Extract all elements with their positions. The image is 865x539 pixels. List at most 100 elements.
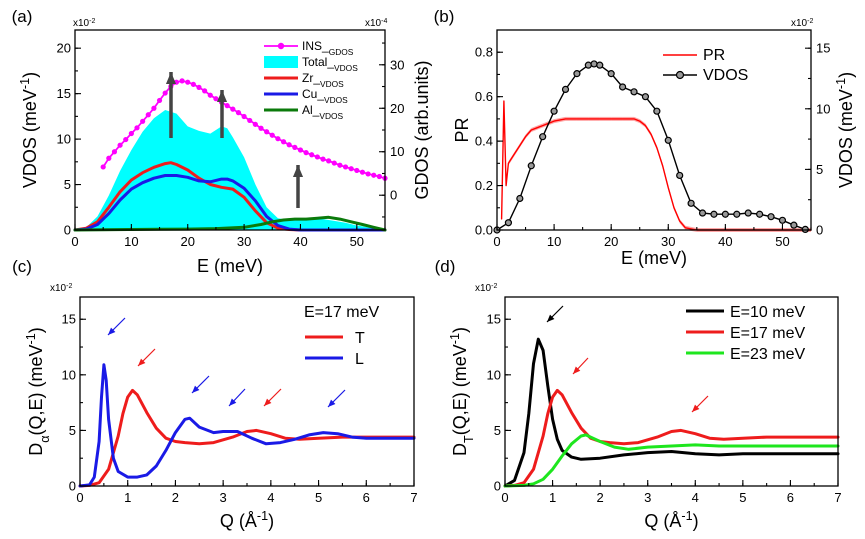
series-pr-band	[679, 219, 686, 230]
series-pr-band	[531, 125, 537, 132]
ins-gdos-point	[297, 147, 304, 153]
ins-gdos-point	[106, 155, 112, 161]
ins-gdos-point	[280, 139, 287, 145]
series-pr-band	[536, 123, 543, 130]
series-pr-band	[651, 132, 657, 150]
x-axis-label-part: -1	[257, 509, 268, 523]
x-tick-label: 4	[267, 490, 274, 505]
x-tick-label: 1	[549, 490, 556, 505]
legend-marker	[675, 70, 685, 80]
vdos-point	[710, 210, 718, 218]
legend-marker	[277, 42, 285, 50]
vdos-point	[767, 213, 775, 221]
ins-gdos-point	[162, 90, 168, 96]
legend-label-part: VDOS	[334, 63, 358, 73]
ins-gdos-point	[320, 156, 326, 162]
y-axis-label-part: -1	[24, 333, 38, 344]
ins-gdos-point	[309, 152, 315, 158]
y-right-multiplier: x10-4	[365, 18, 387, 30]
ins-gdos-point	[179, 78, 185, 84]
series-pr-band	[576, 116, 589, 121]
y-axis-label-part: )	[20, 72, 40, 78]
legend-label-part: _	[312, 71, 320, 85]
peak-arrow-3-head	[192, 385, 200, 393]
vdos-point	[676, 171, 684, 180]
vdos-point	[687, 199, 695, 207]
ins-gdos-point	[128, 130, 134, 137]
ins-gdos-point	[117, 142, 123, 148]
x-axis-label-part: )	[693, 511, 699, 531]
legend-label-part: _	[312, 103, 320, 117]
series-line-2	[503, 388, 840, 488]
panel-label: (d)	[435, 257, 456, 276]
peak-arrow-1-head	[108, 327, 116, 335]
series-pr-band	[685, 225, 697, 232]
x-tick-label: 3	[644, 490, 651, 505]
vdos-point	[539, 133, 547, 141]
vdos-point	[664, 136, 672, 144]
vdos-point	[744, 209, 752, 217]
ins-gdos-point	[190, 81, 196, 87]
vdos-point	[733, 210, 741, 218]
ins-gdos-point	[241, 113, 247, 120]
ins-gdos-point	[252, 121, 258, 127]
ins-gdos-point	[196, 84, 202, 90]
y-tick-label: 0.4	[475, 134, 493, 149]
y-tick-label: 0.0	[475, 223, 493, 238]
series-pr-band	[645, 123, 652, 137]
legend-label-part: Cu	[302, 87, 317, 101]
peak-arrow-4-head	[229, 398, 237, 406]
series-pr-band	[554, 116, 566, 124]
x-tick-label: 5	[315, 490, 322, 505]
series-pr-band	[588, 116, 600, 121]
y-axis-label-part: D	[450, 443, 470, 456]
series-pr-band	[599, 116, 612, 121]
ins-gdos-point	[111, 149, 118, 155]
x-axis-label: E (meV)	[621, 248, 687, 268]
panel-b: 0 10 20 30 40 500.00.20.40.60.8051015x10-2(b)…	[434, 7, 856, 268]
y-tick-label: 10	[390, 144, 404, 159]
x-tick-label: 10	[124, 234, 138, 249]
x-axis-label-part: -1	[681, 509, 692, 523]
y-multiplier-part: -2	[491, 283, 497, 290]
legend-label-part: VDOS	[319, 111, 343, 121]
y-tick-label: 15	[62, 312, 76, 327]
series-pr-band	[622, 116, 635, 121]
ins-gdos-point	[275, 136, 281, 142]
y-tick-label: 0	[390, 188, 397, 203]
x-tick-label: 40	[718, 234, 732, 249]
ins-gdos-point	[264, 129, 270, 135]
panel-label: (b)	[434, 7, 455, 26]
ins-gdos-point	[303, 150, 309, 156]
series-pr-band	[503, 99, 507, 188]
legend-label: Cu_VDOS	[302, 87, 348, 105]
peak-arrow-3-head	[692, 404, 700, 412]
y-right-multiplier-part: -4	[381, 18, 387, 25]
series-pr-band	[501, 99, 504, 221]
series-pr-band	[519, 134, 526, 148]
x-tick-label: 50	[350, 234, 364, 249]
y-multiplier: x10-2	[73, 18, 95, 30]
vdos-point	[527, 162, 535, 170]
ins-gdos-point	[365, 171, 371, 177]
x-axis-label: Q (Å-1)	[220, 509, 274, 531]
y-tick-label: 20	[390, 101, 404, 116]
series-pr-line	[500, 100, 812, 231]
y-tick-label: 5	[494, 423, 501, 438]
legend-label: Al_VDOS	[302, 103, 344, 121]
legend-label: VDOS	[703, 67, 748, 84]
y-tick-label: 0	[69, 479, 76, 494]
x-axis-label: Q (Å-1)	[644, 509, 698, 531]
x-tick-label: 2	[172, 490, 179, 505]
legend-label-part: VDOS	[324, 95, 348, 105]
series-pr-band	[639, 119, 646, 128]
vdos-point	[790, 221, 798, 229]
peak-arrow-3-head	[292, 165, 304, 177]
ins-gdos-point	[207, 92, 213, 98]
vdos-point	[641, 93, 650, 101]
y-axis-label-part: )	[26, 327, 46, 333]
y-tick-label: 0	[816, 223, 823, 238]
y-axis-label: PR	[452, 117, 472, 142]
x-tick-label: 2	[597, 490, 604, 505]
